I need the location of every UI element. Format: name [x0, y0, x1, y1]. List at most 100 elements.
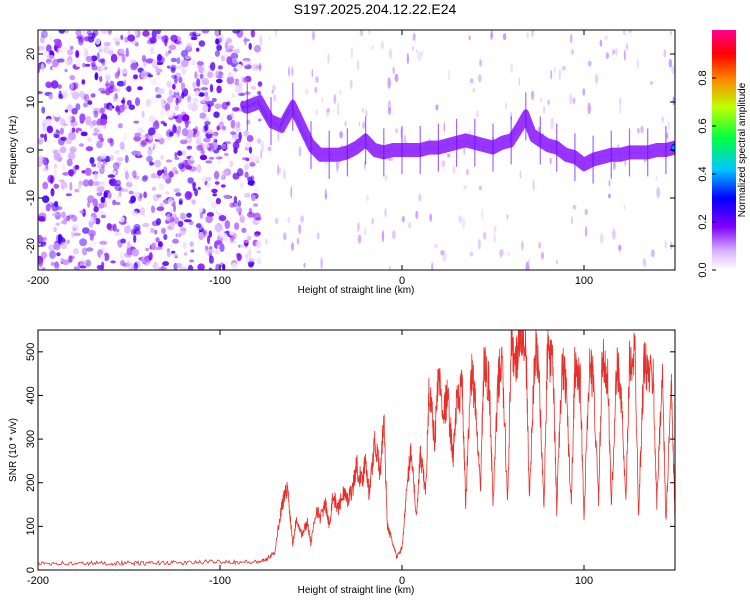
- noise-speck: [214, 223, 223, 233]
- noise-speck: [283, 169, 286, 180]
- noise-speck: [182, 128, 189, 137]
- noise-speck: [644, 258, 647, 269]
- spectrogram-y-axis-label: Frequency (Hz): [8, 116, 19, 185]
- noise-speck: [206, 100, 215, 107]
- noise-speck: [93, 180, 100, 187]
- noise-speck: [235, 206, 243, 213]
- noise-speck: [95, 218, 101, 225]
- noise-speck: [137, 127, 144, 134]
- noise-speck: [49, 175, 54, 184]
- noise-speck: [668, 58, 673, 68]
- noise-speck: [100, 90, 107, 94]
- noise-speck: [152, 261, 159, 270]
- noise-speck: [72, 248, 79, 255]
- noise-speck: [98, 48, 103, 53]
- noise-speck: [107, 192, 112, 199]
- noise-speck: [255, 240, 262, 249]
- noise-speck: [52, 243, 61, 251]
- noise-speck: [94, 72, 99, 81]
- noise-speck: [339, 90, 342, 95]
- noise-speck: [163, 122, 168, 127]
- noise-speck: [195, 138, 202, 146]
- noise-speck: [619, 103, 622, 115]
- noise-speck: [173, 188, 181, 193]
- noise-speck: [207, 71, 214, 79]
- noise-speck: [112, 191, 119, 197]
- noise-speck: [226, 56, 233, 65]
- noise-speck: [187, 95, 192, 103]
- noise-speck: [38, 207, 42, 214]
- noise-speck: [141, 55, 147, 62]
- noise-speck: [507, 251, 510, 257]
- noise-speck: [179, 158, 186, 164]
- noise-speck: [184, 191, 192, 200]
- noise-speck: [526, 31, 529, 39]
- noise-speck: [236, 253, 242, 262]
- noise-speck: [412, 33, 416, 41]
- noise-speck: [113, 185, 120, 190]
- snr-frame: [37, 329, 676, 571]
- noise-speck: [229, 202, 235, 208]
- noise-speck: [315, 109, 319, 116]
- noise-speck: [180, 266, 187, 270]
- noise-speck: [79, 222, 85, 228]
- noise-speck: [178, 162, 185, 170]
- spectrogram-y-ticks: -20 -10 0 10 20: [25, 48, 675, 254]
- noise-speck: [83, 102, 88, 108]
- noise-speck: [116, 228, 120, 233]
- snr-y-ticks: 0 100 200 300 400 500: [25, 343, 675, 573]
- noise-speck: [165, 109, 174, 118]
- noise-speck: [165, 51, 169, 57]
- noise-speck: [202, 104, 209, 113]
- noise-speck: [196, 223, 202, 228]
- noise-speck: [242, 60, 249, 67]
- noise-speck: [254, 233, 260, 238]
- spectrogram-x-ticks: -200 -100 0 100: [27, 30, 593, 287]
- noise-speck: [251, 63, 260, 71]
- noise-speck: [117, 69, 121, 77]
- spectrogram-x-tick-label: -200: [27, 275, 49, 287]
- noise-speck: [448, 69, 451, 82]
- noise-speck: [156, 30, 161, 35]
- noise-speck: [103, 252, 110, 261]
- noise-speck: [112, 37, 121, 42]
- noise-speck: [91, 163, 97, 167]
- noise-speck: [60, 242, 68, 250]
- noise-speck: [554, 66, 556, 74]
- noise-speck: [320, 257, 323, 269]
- noise-speck: [133, 120, 140, 124]
- noise-speck: [239, 181, 244, 189]
- noise-speck: [312, 30, 315, 41]
- noise-speck: [63, 218, 67, 225]
- noise-speck: [435, 104, 439, 111]
- noise-speck: [196, 47, 200, 52]
- noise-speck: [214, 240, 223, 245]
- noise-speck: [214, 163, 221, 167]
- noise-speck: [105, 80, 110, 89]
- noise-speck: [287, 216, 291, 224]
- noise-speck: [213, 153, 220, 159]
- noise-speck: [145, 58, 154, 64]
- noise-speck: [52, 58, 60, 68]
- noise-speck: [212, 193, 217, 197]
- noise-speck: [239, 242, 245, 251]
- noise-speck: [433, 244, 438, 249]
- noise-speck: [75, 59, 83, 67]
- noise-speck: [105, 87, 111, 96]
- noise-speck: [360, 30, 364, 37]
- noise-speck: [214, 30, 221, 37]
- noise-speck: [181, 68, 187, 75]
- noise-speck: [177, 125, 181, 134]
- noise-speck: [256, 220, 263, 224]
- noise-speck: [483, 231, 487, 240]
- noise-speck: [216, 85, 222, 94]
- noise-speck: [215, 78, 223, 84]
- noise-speck: [149, 161, 155, 166]
- noise-speck: [186, 145, 193, 150]
- noise-speck: [156, 71, 161, 76]
- noise-speck: [91, 64, 98, 71]
- spectrogram-x-tick-label: 0: [399, 275, 405, 287]
- noise-speck: [190, 249, 195, 253]
- noise-speck: [114, 179, 121, 187]
- noise-speck: [126, 260, 131, 267]
